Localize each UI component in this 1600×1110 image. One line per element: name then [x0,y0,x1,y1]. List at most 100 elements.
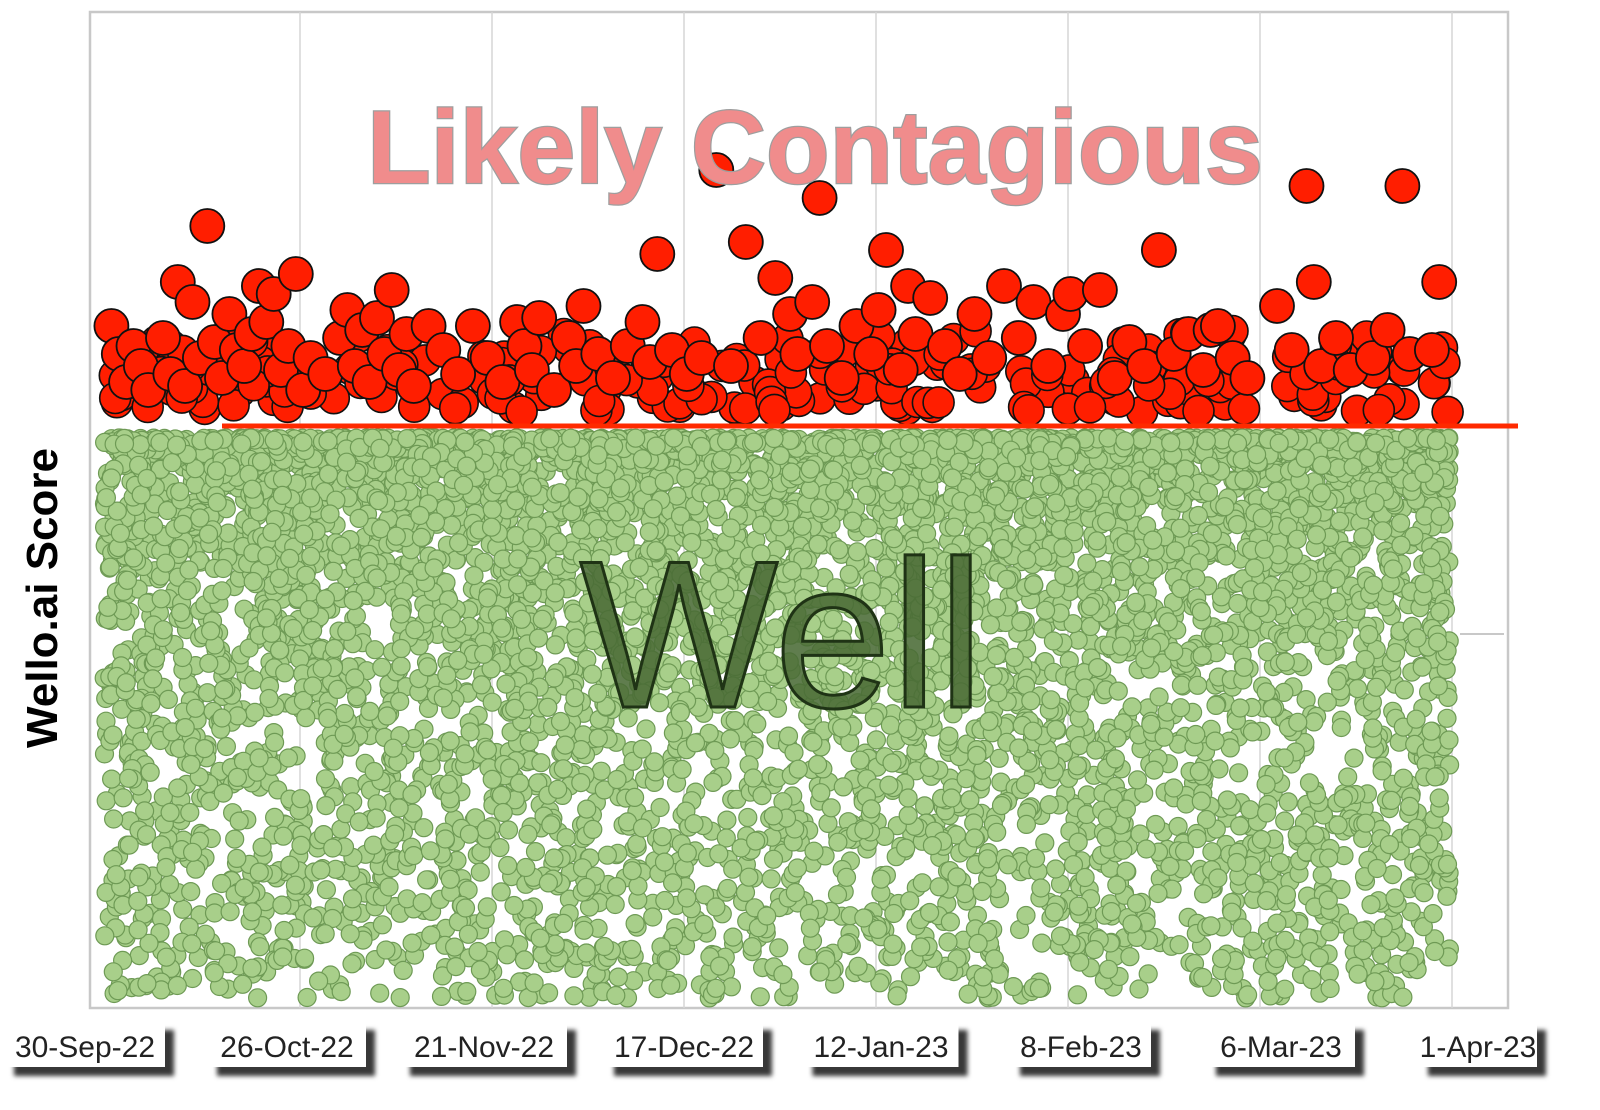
well-filler-point [1414,883,1434,903]
well-filler-point [213,558,233,579]
well-filler-point [248,988,268,1008]
well-filler-point [607,876,627,897]
well-filler-point [769,938,789,958]
well-filler-point [216,736,236,757]
well-filler-point [303,908,323,928]
well-filler-point [1390,513,1411,533]
well-filler-point [955,883,975,904]
well-filler-point [800,918,821,938]
well-filler-point [750,987,770,1007]
well-filler-point [538,697,558,717]
well-filler-point [591,761,611,781]
well-filler-point [900,967,921,987]
well-filler-point [914,796,935,816]
well-filler-point [1171,675,1192,695]
well-filler-point [1216,546,1236,566]
well-filler-point [1270,852,1290,873]
well-filler-point [1193,884,1214,904]
well-filler-point [331,981,351,1002]
well-filler-point [663,926,684,947]
well-filler-point [273,826,293,846]
well-filler-point [583,819,603,840]
well-filler-point [101,769,122,789]
well-filler-point [173,899,193,919]
well-filler-point [1286,624,1307,644]
well-filler-point [364,761,384,782]
well-filler-point [446,956,466,977]
well-filler-point [391,656,411,676]
well-filler-point [1437,708,1457,728]
well-filler-point [1202,524,1223,544]
well-filler-point [956,769,976,789]
well-filler-point [194,738,215,759]
well-filler-point [309,971,329,991]
well-filler-point [1421,721,1441,741]
well-filler-point [556,828,576,848]
well-filler-point [752,785,772,806]
well-filler-point [887,986,907,1006]
well-filler-point [318,464,339,484]
well-filler-point [1011,612,1031,632]
well-filler-point [947,867,967,887]
well-filler-point [1276,885,1297,905]
well-filler-point [1015,774,1036,795]
well-filler-point [100,557,120,577]
well-filler-point [1275,811,1295,831]
well-filler-point [1373,521,1393,541]
well-filler-point [340,924,360,944]
well-filler-point [804,841,824,861]
well-filler-point [818,813,838,834]
well-filler-point [470,862,490,882]
well-filler-point [242,958,262,978]
well-filler-point [417,870,437,890]
well-filler-point [1145,814,1166,835]
well-filler-point [694,914,714,935]
well-filler-point [186,859,206,879]
well-filler-point [605,894,625,915]
well-filler-point [498,820,519,840]
well-filler-point [316,880,336,900]
well-filler-point [412,893,432,913]
well-filler-point [518,824,538,844]
well-filler-point [1189,761,1209,782]
well-filler-point [1003,976,1024,997]
well-filler-point [624,787,645,808]
well-filler-point [1257,642,1278,662]
well-filler-point [108,981,128,1001]
well-filler-point [128,891,148,911]
well-filler-point [929,877,949,897]
well-filler-point [1331,717,1351,738]
well-filler-point [1202,842,1222,862]
well-filler-point [431,986,452,1007]
well-filler-point [1361,894,1381,915]
well-filler-point [335,703,355,724]
well-filler-point [1144,760,1164,780]
well-filler-point [991,795,1012,816]
well-filler-point [870,973,890,993]
well-filler-point [723,859,743,879]
well-filler-point [490,837,510,858]
well-filler-point [449,533,469,553]
well-filler-point [525,841,546,862]
well-filler-point [96,791,116,811]
well-filler-point [850,750,870,770]
well-filler-point [703,772,723,793]
well-filler-point [242,902,262,922]
well-filler-point [1041,690,1061,710]
well-filler-point [324,638,344,659]
well-filler-point [225,829,245,849]
well-filler-point [1275,652,1295,672]
well-filler-point [763,849,784,869]
well-filler-point [538,983,559,1003]
well-filler-point [1338,767,1358,787]
well-filler-point [1275,979,1295,999]
well-points-layer [94,428,1460,1008]
well-filler-point [1120,947,1140,967]
well-filler-point [919,757,939,778]
well-filler-point [716,828,736,848]
well-filler-point [471,675,492,695]
well-filler-point [1033,619,1053,639]
well-filler-point [1312,865,1332,885]
well-filler-point [1211,587,1232,607]
